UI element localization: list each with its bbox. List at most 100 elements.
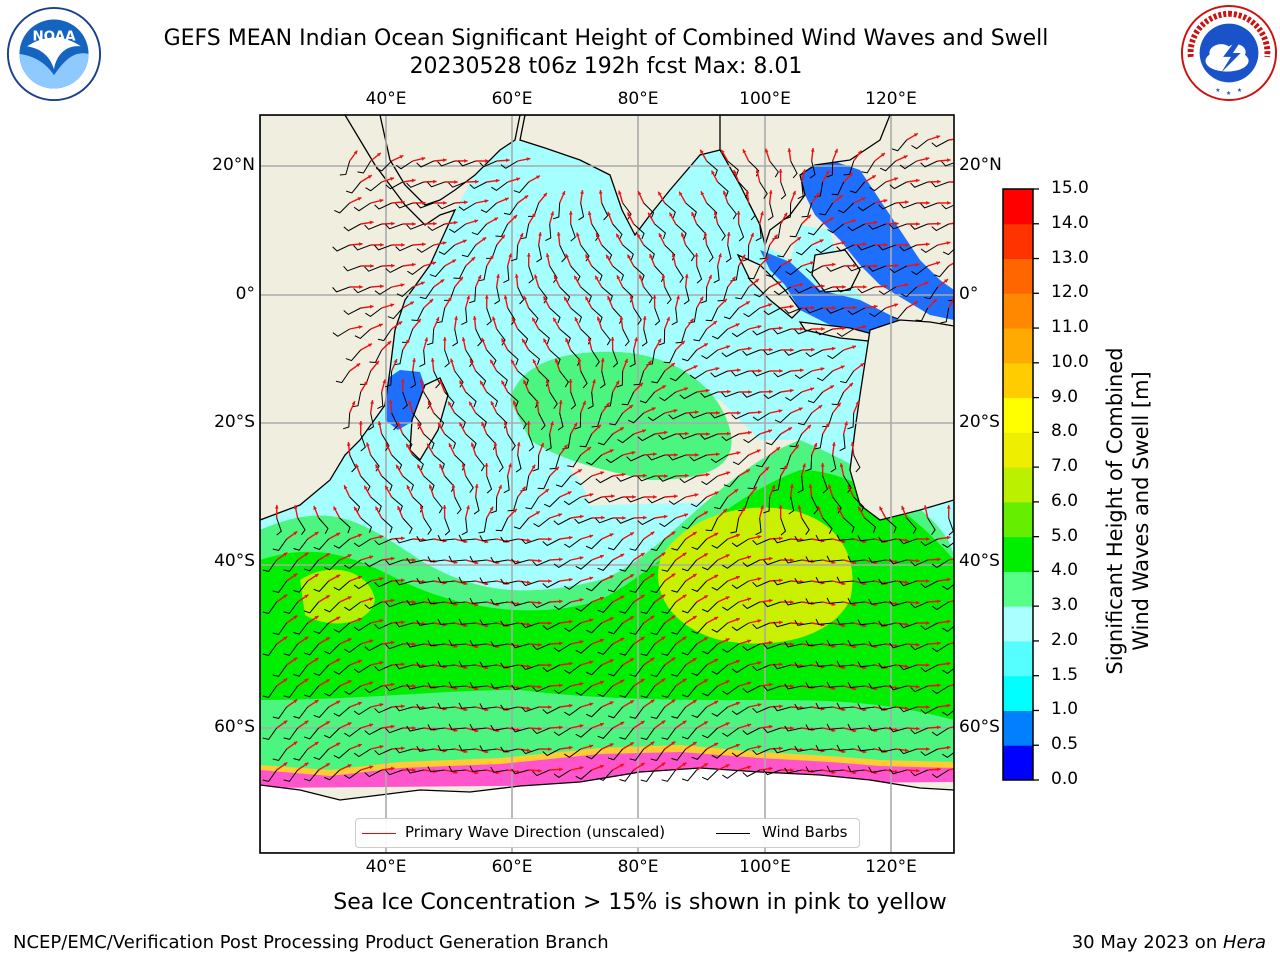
wave-direction-arrowhead bbox=[689, 318, 694, 323]
wave-direction-arrowhead bbox=[714, 658, 719, 663]
wind-barb bbox=[575, 727, 592, 738]
wind-barb bbox=[868, 724, 886, 731]
wave-direction-arrowhead bbox=[764, 148, 769, 153]
wind-barb bbox=[629, 580, 645, 593]
wind-barb bbox=[784, 641, 802, 648]
wave-direction-arrowhead bbox=[904, 580, 909, 585]
wave-direction-arrowhead bbox=[398, 321, 403, 326]
wind-barb bbox=[763, 727, 781, 734]
wave-direction-arrowhead bbox=[538, 232, 542, 236]
wind-barb bbox=[920, 202, 938, 209]
colorbar-tick-label: 9.0 bbox=[1051, 386, 1079, 407]
wind-barb bbox=[507, 349, 519, 366]
wave-direction-arrowhead bbox=[369, 681, 374, 686]
wave-direction-arrowhead bbox=[937, 641, 941, 646]
wind-barb bbox=[668, 412, 686, 420]
wind-barb bbox=[696, 265, 703, 284]
wind-barb bbox=[303, 643, 320, 656]
wind-barb bbox=[742, 349, 760, 356]
wave-direction-arrowhead bbox=[484, 199, 489, 203]
lat-label-left: 20°S bbox=[214, 412, 255, 432]
svg-text:NOAA: NOAA bbox=[32, 30, 76, 45]
wave-direction-arrowhead bbox=[461, 463, 466, 468]
colorbar-tick-label: 0.0 bbox=[1051, 769, 1079, 789]
wind-barb bbox=[486, 349, 497, 367]
wave-direction-arrowhead bbox=[618, 190, 622, 195]
wind-barb bbox=[640, 643, 656, 657]
wind-barb bbox=[553, 559, 571, 569]
wind-barb bbox=[664, 286, 672, 305]
wind-barb bbox=[433, 454, 445, 470]
wind-barb bbox=[941, 161, 954, 167]
wave-direction-arrowhead bbox=[790, 684, 794, 689]
wave-direction-arrowhead bbox=[967, 660, 971, 664]
wind-barb bbox=[364, 559, 382, 568]
wind-barb bbox=[748, 160, 760, 177]
wave-direction-arrowhead bbox=[844, 421, 848, 426]
wave-direction-arrowhead bbox=[336, 616, 341, 621]
wind-barb bbox=[503, 475, 510, 494]
wave-direction-arrowhead bbox=[967, 744, 971, 748]
wind-barb bbox=[763, 349, 781, 356]
colorbar-tick-label: 4.0 bbox=[1051, 560, 1079, 581]
wind-barb bbox=[643, 244, 655, 260]
wind-barb bbox=[836, 702, 854, 709]
wave-direction-arrowhead bbox=[609, 743, 614, 747]
wind-barb bbox=[721, 433, 739, 442]
wave-direction-arrowhead bbox=[283, 552, 288, 557]
wave-direction-arrowhead bbox=[470, 442, 475, 447]
wind-barb bbox=[664, 202, 676, 218]
wave-direction-arrowhead bbox=[747, 430, 752, 435]
wave-direction-arrowhead bbox=[640, 762, 645, 767]
wave-direction-arrowhead bbox=[563, 444, 568, 449]
wind-barb bbox=[853, 496, 865, 513]
wind-barb bbox=[899, 538, 917, 545]
wind-barb bbox=[570, 265, 581, 283]
vector-field bbox=[262, 132, 971, 783]
wind-barb bbox=[711, 706, 728, 717]
wave-direction-arrowhead bbox=[627, 212, 631, 217]
wave-direction-arrowhead bbox=[420, 281, 425, 286]
wind-barb bbox=[889, 726, 907, 733]
wind-barb bbox=[942, 248, 954, 256]
wind-barb bbox=[640, 601, 656, 615]
wind-barb bbox=[353, 706, 371, 716]
wave-direction-arrowhead bbox=[879, 506, 883, 511]
wave-direction-arrowhead bbox=[400, 200, 405, 205]
wind-barb bbox=[324, 559, 341, 571]
wave-direction-arrowhead bbox=[390, 640, 395, 645]
wave-direction-arrowhead bbox=[313, 505, 317, 510]
wind-barb bbox=[889, 181, 907, 190]
colorbar-tick-label: 10.0 bbox=[1051, 351, 1089, 372]
svg-text:★: ★ bbox=[1226, 90, 1231, 97]
wave-direction-arrowhead bbox=[589, 744, 594, 749]
wind-barb bbox=[742, 769, 760, 778]
wave-direction-arrowhead bbox=[967, 534, 971, 538]
wave-direction-arrowhead bbox=[325, 679, 330, 683]
wind-barb bbox=[559, 328, 571, 344]
wave-direction-arrowhead bbox=[703, 763, 708, 767]
wind-barb bbox=[836, 618, 854, 625]
wave-direction-arrowhead bbox=[650, 531, 655, 536]
wind-barb bbox=[784, 349, 802, 356]
colorbar-swatch bbox=[1003, 745, 1033, 781]
wave-direction-arrowhead bbox=[735, 323, 740, 327]
wave-direction-arrowhead bbox=[385, 485, 389, 490]
colorbar-tick-label: 15.0 bbox=[1051, 178, 1089, 198]
wind-barb bbox=[889, 265, 907, 274]
wave-direction-arrowhead bbox=[616, 275, 621, 280]
wave-direction-arrowhead bbox=[353, 150, 358, 155]
wave-direction-arrowhead bbox=[839, 463, 844, 468]
wind-barb bbox=[575, 685, 592, 696]
wind-barb bbox=[794, 370, 812, 380]
wind-barb bbox=[353, 202, 371, 212]
wave-direction-arrowhead bbox=[481, 421, 485, 426]
wave-direction-arrowhead bbox=[757, 661, 762, 665]
wave-direction-arrowhead bbox=[946, 661, 951, 666]
wave-direction-arrowhead bbox=[768, 303, 773, 307]
wave-direction-arrowhead bbox=[447, 296, 452, 301]
wave-direction-arrowhead bbox=[558, 400, 563, 404]
wave-direction-arrowhead bbox=[274, 505, 279, 509]
wave-direction-arrowhead bbox=[548, 705, 552, 710]
wind-barb bbox=[622, 244, 634, 260]
